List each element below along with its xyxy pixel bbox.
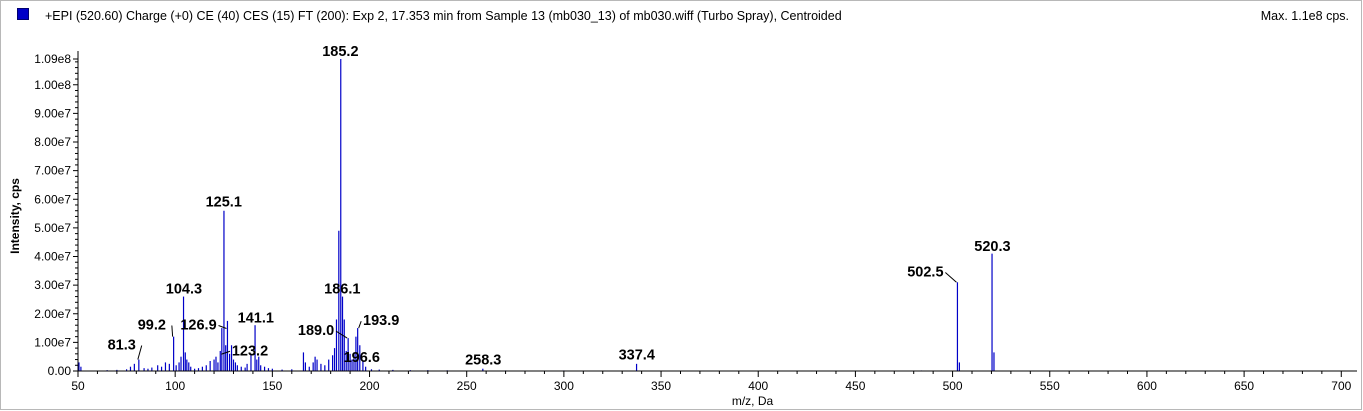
y-tick-label: 1.09e8 bbox=[34, 52, 71, 66]
peak-label-leader bbox=[137, 345, 143, 360]
peak-label-leader bbox=[171, 325, 174, 337]
y-tick-label: 3.00e7 bbox=[34, 278, 71, 292]
x-tick-label: 400 bbox=[748, 379, 768, 393]
y-tick-label: 2.00e7 bbox=[34, 307, 71, 321]
chart-header-title: +EPI (520.60) Charge (+0) CE (40) CES (1… bbox=[45, 9, 842, 23]
peak-labels-layer: 81.399.2 104.3 125.1 126.9 123.2 141.1 185.2 18… bbox=[108, 44, 1011, 369]
x-tick-label: 600 bbox=[1137, 379, 1157, 393]
peak-label-leader bbox=[221, 350, 231, 355]
peak-label-leader bbox=[218, 325, 227, 329]
peak-label: 81.3 bbox=[108, 338, 136, 354]
y-tick-label: 8.00e7 bbox=[34, 135, 71, 149]
max-intensity-label: Max. 1.1e8 cps. bbox=[1260, 9, 1349, 23]
peak-label-leader bbox=[358, 321, 362, 329]
y-tick-label: 4.00e7 bbox=[34, 250, 71, 264]
x-tick-label: 450 bbox=[845, 379, 865, 393]
y-tick-label: 1.00e7 bbox=[34, 335, 71, 349]
x-axis-title: m/z, Da bbox=[732, 394, 774, 408]
peak-label: 258.3 bbox=[465, 353, 501, 369]
peak-label: 196.6 bbox=[344, 350, 380, 366]
x-tick-label: 250 bbox=[457, 379, 477, 393]
peak-label: 193.9 bbox=[363, 313, 399, 329]
x-tick-label: 200 bbox=[360, 379, 380, 393]
peak-label: 520.3 bbox=[974, 239, 1010, 255]
peak-label: 337.4 bbox=[619, 348, 655, 364]
peak-label: 189.0 bbox=[298, 323, 334, 339]
y-tick-label: 0.00 bbox=[48, 364, 72, 378]
x-tick-label: 650 bbox=[1234, 379, 1254, 393]
peak-label: 502.5 bbox=[907, 265, 943, 281]
y-axis-title: Intensity, cps bbox=[8, 178, 22, 254]
x-tick-label: 50 bbox=[71, 379, 85, 393]
x-tick-label: 700 bbox=[1331, 379, 1351, 393]
x-tick-label: 500 bbox=[943, 379, 963, 393]
y-tick-label: 6.00e7 bbox=[34, 192, 71, 206]
y-tick-label: 9.00e7 bbox=[34, 106, 71, 120]
axes-layer: 50 100 150 200 250 300 350 400 450 500 550 600 650 70… bbox=[34, 51, 1357, 393]
peak-label: 99.2 bbox=[138, 317, 166, 333]
x-tick-label: 150 bbox=[262, 379, 282, 393]
x-tick-label: 550 bbox=[1040, 379, 1060, 393]
peak-label: 141.1 bbox=[238, 310, 274, 326]
y-tick-label: 7.00e7 bbox=[34, 164, 71, 178]
peaks-layer bbox=[78, 59, 995, 371]
peak-label: 125.1 bbox=[206, 194, 242, 210]
peak-label: 123.2 bbox=[232, 343, 268, 359]
peak-label: 104.3 bbox=[166, 282, 202, 298]
legend-swatch bbox=[17, 8, 29, 20]
y-tick-label: 5.00e7 bbox=[34, 221, 71, 235]
peak-label: 126.9 bbox=[180, 317, 216, 333]
peak-label-leader bbox=[945, 272, 957, 283]
x-tick-label: 300 bbox=[554, 379, 574, 393]
x-tick-label: 100 bbox=[165, 379, 185, 393]
y-tick-label: 1.00e8 bbox=[34, 78, 71, 92]
x-tick-label: 350 bbox=[651, 379, 671, 393]
peak-label-leader bbox=[335, 330, 348, 339]
peak-label: 186.1 bbox=[324, 282, 360, 298]
peak-label: 185.2 bbox=[322, 44, 358, 60]
